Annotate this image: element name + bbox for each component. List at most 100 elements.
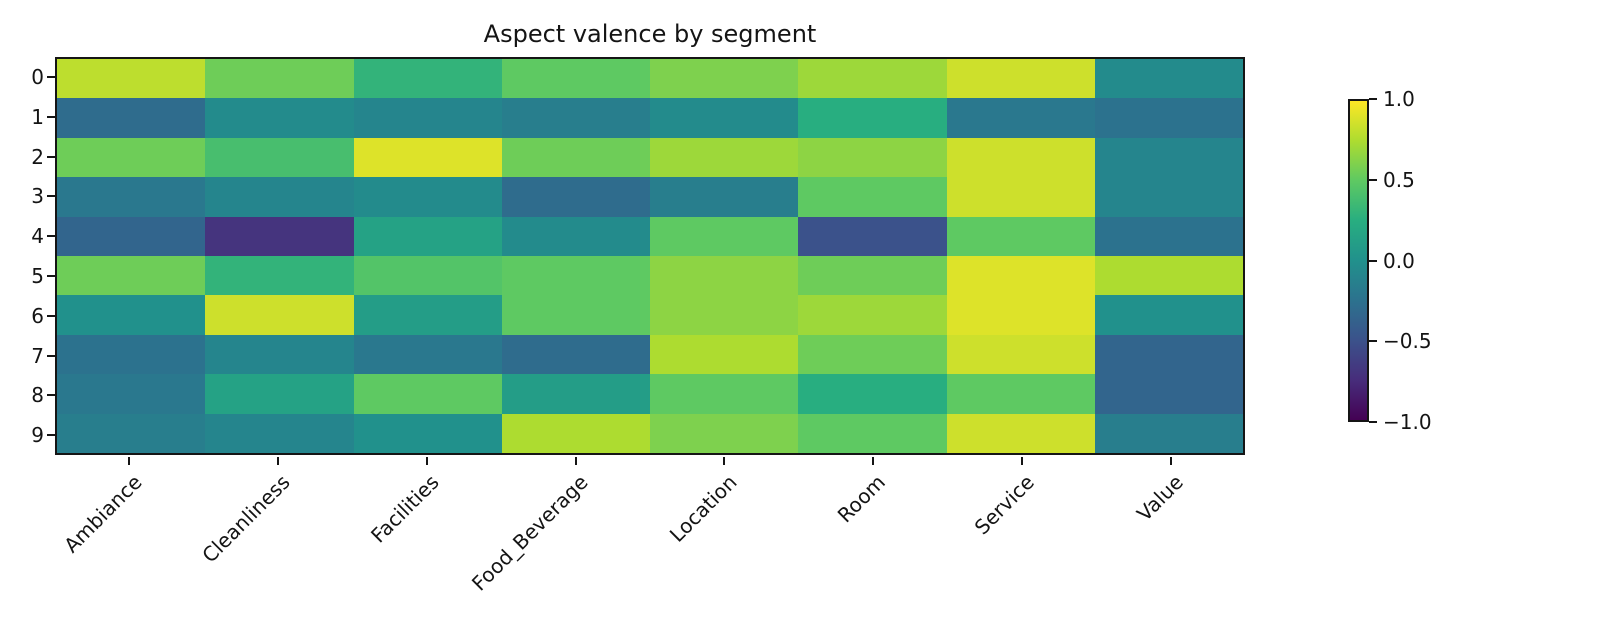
heatmap-cell	[57, 413, 206, 453]
heatmap-cell	[501, 98, 650, 138]
heatmap-cell	[205, 334, 354, 375]
heatmap-cell	[205, 256, 354, 296]
x-tick-label: Facilities	[366, 470, 444, 548]
heatmap-cell	[1094, 256, 1243, 296]
heatmap-cell	[205, 216, 354, 256]
x-tick-label: Ambiance	[58, 470, 147, 558]
heatmap-cell	[798, 374, 947, 414]
heatmap-cell	[798, 256, 947, 296]
heatmap-cell	[650, 334, 799, 375]
colorbar-tick-mark	[1369, 98, 1377, 100]
heatmap-cell	[353, 256, 502, 296]
heatmap-cell	[353, 413, 502, 453]
y-tick-mark	[47, 354, 55, 357]
heatmap-cell	[57, 374, 206, 414]
heatmap-cell	[946, 98, 1095, 138]
heatmap-cell	[1094, 137, 1243, 178]
heatmap-cell	[501, 374, 650, 414]
heatmap-cell	[205, 177, 354, 217]
heatmap-cell	[501, 295, 650, 335]
heatmap-cell	[946, 295, 1095, 335]
y-tick-label: 3	[31, 184, 44, 209]
heatmap-cell	[501, 177, 650, 217]
chart-title: Aspect valence by segment	[483, 20, 817, 48]
colorbar-tick-label: 1.0	[1383, 87, 1415, 111]
heatmap-cell	[798, 216, 947, 256]
heatmap-cell	[205, 295, 354, 335]
colorbar-tick-mark	[1369, 178, 1377, 181]
heatmap-cell	[1094, 98, 1243, 138]
x-tick-mark	[723, 457, 726, 465]
heatmap-cell	[57, 295, 206, 335]
x-tick-mark	[1169, 457, 1172, 465]
y-tick-mark	[47, 434, 55, 437]
colorbar-tick-mark	[1369, 259, 1377, 262]
x-tick-label: Value	[1131, 470, 1188, 526]
heatmap-cell	[501, 59, 650, 99]
y-tick-mark	[47, 274, 55, 277]
heatmap-cell	[650, 98, 799, 138]
colorbar-tick-mark	[1369, 340, 1377, 343]
heatmap-cell	[650, 413, 799, 453]
heatmap-cell	[205, 59, 354, 99]
y-tick-label: 8	[31, 383, 44, 408]
colorbar-tick-label: 0.0	[1383, 248, 1415, 273]
heatmap-cell	[650, 59, 799, 99]
y-tick-mark	[47, 75, 55, 78]
x-tick-label: Service	[969, 470, 1039, 540]
x-tick-mark	[1020, 457, 1023, 465]
heatmap-cell	[946, 137, 1095, 178]
heatmap-grid	[57, 59, 1243, 453]
y-tick-label: 0	[31, 64, 44, 89]
heatmap-cell	[1094, 334, 1243, 375]
x-tick-mark	[574, 457, 577, 465]
heatmap-cell	[798, 177, 947, 217]
heatmap-cell	[1094, 216, 1243, 256]
heatmap-cell	[946, 374, 1095, 414]
heatmap-cell	[353, 295, 502, 335]
x-tick-mark	[277, 457, 280, 465]
y-axis-tick-labels: 0 1 2 3 4 5 6 7 8 9	[0, 57, 44, 455]
y-tick-label: 9	[31, 423, 44, 448]
heatmap-cell	[57, 177, 206, 217]
x-tick-label: Room	[832, 470, 891, 528]
x-tick-label: Cleanliness	[197, 470, 296, 568]
heatmap-cell	[798, 98, 947, 138]
x-tick-label: Location	[664, 470, 742, 547]
heatmap-cell	[353, 98, 502, 138]
heatmap-cell	[57, 256, 206, 296]
heatmap-cell	[501, 334, 650, 375]
y-tick-label: 4	[31, 224, 44, 249]
heatmap-cell	[57, 216, 206, 256]
heatmap-cell	[650, 177, 799, 217]
x-axis-tick-marks	[55, 455, 1245, 465]
heatmap-cell	[205, 413, 354, 453]
colorbar	[1348, 99, 1369, 422]
heatmap-cell	[650, 256, 799, 296]
heatmap-cell	[353, 334, 502, 375]
heatmap-cell	[650, 137, 799, 178]
y-tick-mark	[47, 195, 55, 198]
heatmap-cell	[946, 256, 1095, 296]
heatmap-cell	[57, 59, 206, 99]
heatmap-cell	[798, 334, 947, 375]
y-tick-mark	[47, 155, 55, 158]
x-tick-mark	[425, 457, 428, 465]
heatmap-cell	[205, 98, 354, 138]
heatmap-cell	[353, 137, 502, 178]
y-tick-label: 2	[31, 144, 44, 169]
heatmap-cell	[1094, 177, 1243, 217]
y-tick-label: 5	[31, 263, 44, 288]
heatmap-cell	[353, 374, 502, 414]
heatmap-cell	[798, 137, 947, 178]
colorbar-tick-labels: 1.0 0.5 0.0 −0.5 −1.0	[1369, 87, 1489, 434]
heatmap-cell	[353, 59, 502, 99]
heatmap-cell	[946, 177, 1095, 217]
heatmap-cell	[57, 98, 206, 138]
heatmap-cell	[650, 374, 799, 414]
y-tick-mark	[47, 314, 55, 317]
heatmap-cell	[1094, 295, 1243, 335]
heatmap-cell	[946, 413, 1095, 453]
heatmap-cell	[353, 216, 502, 256]
